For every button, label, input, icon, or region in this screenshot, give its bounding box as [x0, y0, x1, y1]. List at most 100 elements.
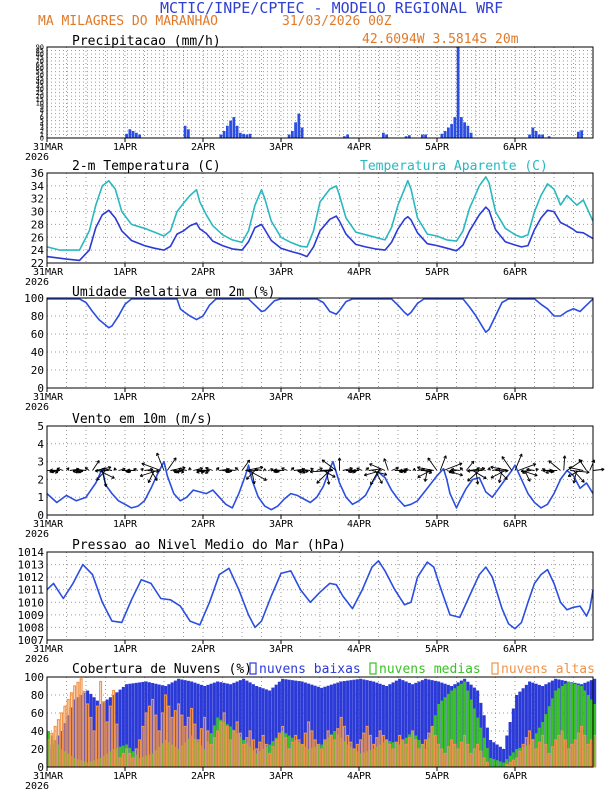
cloud-bar-altas: [391, 682, 395, 767]
wind-arrowhead: [578, 458, 582, 463]
cloud-bar-medias: [414, 735, 418, 767]
cloud-bar-medias: [560, 686, 564, 767]
cloud-bar-medias: [265, 746, 268, 767]
precip-bar: [229, 120, 232, 138]
cloud-bar-medias: [476, 717, 479, 767]
wind-arrowhead: [94, 469, 99, 473]
wind-arrow: [356, 467, 363, 471]
cloud-bar-altas: [427, 679, 431, 767]
cloud-bar-altas: [365, 680, 369, 767]
cloud-bar-altas: [323, 686, 327, 767]
precip-bar: [134, 132, 138, 138]
cloud-bar-medias: [118, 746, 122, 767]
wind-arrowhead: [65, 467, 70, 471]
cloud-bar-medias: [440, 700, 444, 767]
panel-title-clouds: Cobertura de Nuvens (%): [72, 662, 252, 677]
cloud-bar-medias: [83, 761, 86, 767]
cloud-bar-altas: [154, 683, 158, 767]
cloud-bar-altas: [76, 697, 80, 767]
wind-arrowhead: [140, 467, 144, 472]
y-tick-label: 5: [37, 420, 44, 433]
y-tick-label: 70: [36, 58, 44, 66]
y-tick-label: 24: [31, 244, 45, 257]
cloud-bar-medias: [229, 726, 232, 767]
wind-arrow: [472, 470, 487, 480]
wind-arrowhead: [273, 468, 277, 472]
cloud-bar-medias: [53, 740, 57, 767]
x-day-label: 31MAR: [33, 644, 64, 655]
chart-header-title: MCTIC/INPE/CPTEC - MODELO REGIONAL WRF: [160, 0, 504, 17]
wind-arrowhead: [133, 467, 137, 472]
wind-arrowhead: [226, 467, 230, 472]
series-line-0: [47, 298, 594, 333]
cloud-bar-medias: [320, 744, 323, 767]
wind-arrow: [248, 470, 267, 481]
y-tick-label: 1: [37, 491, 44, 504]
cloud-bar-medias: [216, 717, 219, 767]
cloud-bar-altas: [407, 682, 411, 767]
cloud-bar-medias: [404, 737, 408, 767]
legend-swatch-0: [249, 662, 257, 675]
cloud-bar-altas: [105, 699, 109, 767]
x-day-label: 3APR: [269, 644, 294, 655]
series-line-0: [46, 460, 594, 511]
x-day-label: 4APR: [347, 142, 372, 153]
cloud-bar-altas: [73, 699, 77, 767]
wind-arrow: [139, 470, 158, 477]
cloud-bar-medias: [96, 759, 99, 767]
cloud-bar-altas: [417, 681, 421, 767]
y-tick-label: 26: [31, 231, 44, 244]
x-day-label: 6APR: [503, 267, 528, 278]
wind-arrowhead: [412, 467, 417, 472]
x-day-label: 2APR: [191, 771, 216, 782]
cloud-bar-medias: [304, 746, 307, 767]
precip-bar: [453, 117, 457, 138]
cloud-bar-medias: [79, 760, 83, 767]
cloud-bar-medias: [183, 742, 187, 767]
cloud-bar-medias: [128, 747, 132, 767]
y-tick-label: 1008: [18, 621, 45, 634]
y-tick-label: 50: [36, 72, 44, 80]
wind-arrow: [567, 470, 581, 477]
precip-bar: [287, 134, 291, 138]
wind-arrowhead: [215, 467, 220, 471]
cloud-bar-medias: [232, 729, 236, 767]
cloud-bar-medias: [573, 683, 577, 767]
cloud-bar-medias: [479, 727, 483, 767]
wind-arrow: [141, 463, 161, 471]
cloud-bar-medias: [443, 697, 447, 767]
cloud-bar-altas: [281, 678, 285, 767]
cloud-bar-altas: [170, 682, 174, 767]
cloud-bar-medias: [193, 738, 197, 767]
y-tick-label: 20: [36, 93, 44, 101]
x-year-label: 2026: [25, 277, 49, 288]
cloud-bar-medias: [505, 759, 509, 767]
cloud-bar-altas: [329, 684, 333, 767]
wind-arrowhead: [316, 480, 320, 484]
wind-arrowhead: [349, 468, 353, 472]
precip-bar: [407, 135, 411, 138]
cloud-bar-altas: [99, 704, 103, 767]
wind-arrowhead: [504, 476, 508, 480]
precip-bar: [125, 133, 128, 138]
x-day-label: 1APR: [113, 267, 138, 278]
cloud-bar-medias: [157, 746, 161, 767]
wind-arrow: [170, 467, 186, 471]
cloud-bar-altas: [180, 679, 184, 767]
wind-arrowhead: [487, 467, 491, 471]
cloud-bar-altas: [316, 686, 320, 767]
wind-arrowhead: [586, 470, 590, 474]
cloud-bar-medias: [518, 747, 522, 767]
cloud-bar-altas: [303, 682, 307, 767]
y-tick-label: 2: [37, 473, 44, 486]
precip-bar: [463, 122, 466, 138]
cloud-bar-altas: [398, 678, 402, 767]
y-tick-label: 40: [36, 79, 44, 87]
cloud-bar-medias: [141, 756, 145, 767]
precip-bar: [547, 136, 551, 138]
wind-arrow: [524, 470, 531, 482]
y-tick-label: 1: [40, 131, 44, 139]
wind-arrowhead: [365, 467, 370, 471]
precip-bar: [531, 127, 535, 138]
y-tick-label: 65: [36, 61, 44, 69]
